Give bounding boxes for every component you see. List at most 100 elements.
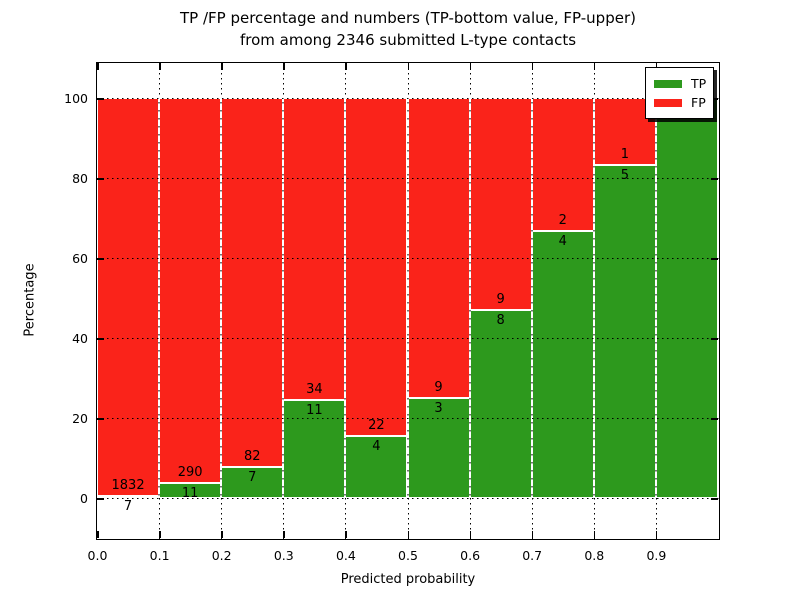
x-tick-mark bbox=[345, 531, 347, 538]
x-tick-label-0.6: 0.6 bbox=[460, 548, 481, 563]
x-tick-mark bbox=[97, 531, 99, 538]
x-tick-mark bbox=[345, 63, 347, 70]
x-tick-mark bbox=[593, 531, 596, 538]
y-tick-label-40: 40 bbox=[72, 330, 88, 346]
y-tick-mark bbox=[97, 258, 104, 260]
x-tick-label-0.7: 0.7 bbox=[522, 548, 543, 563]
x-tick-mark bbox=[221, 531, 223, 538]
y-tick-label-80: 80 bbox=[72, 170, 88, 186]
legend-entry-tp: TP bbox=[654, 74, 707, 93]
horizontal-gridline bbox=[97, 258, 719, 259]
x-tick-mark bbox=[593, 63, 596, 70]
y-tick-label-0: 0 bbox=[80, 490, 88, 506]
y-tick-mark bbox=[711, 338, 718, 340]
chart-title: TP /FP percentage and numbers (TP-bottom… bbox=[96, 8, 720, 52]
x-tick-mark bbox=[283, 63, 285, 70]
tp-count-label-7: 4 bbox=[558, 234, 567, 250]
bar-segment-fp-4 bbox=[345, 98, 408, 437]
bar-segment-fp-1 bbox=[159, 98, 222, 484]
fp-count-label-5: 9 bbox=[434, 380, 443, 395]
tp-count-label-0: 7 bbox=[123, 499, 133, 515]
y-tick-label-60: 60 bbox=[72, 250, 88, 266]
bar-segment-tp-8 bbox=[593, 164, 656, 498]
bar-segment-tp-3 bbox=[283, 400, 346, 498]
bar-separator bbox=[220, 98, 223, 498]
bar-segment-tp-4 bbox=[345, 436, 408, 498]
x-tick-mark bbox=[159, 63, 161, 70]
horizontal-gridline bbox=[97, 338, 719, 339]
fp-count-label-2: 82 bbox=[243, 448, 261, 464]
tp-count-label-3: 11 bbox=[306, 403, 323, 419]
bar-segment-fp-7 bbox=[531, 98, 594, 232]
tp-count-label-6: 8 bbox=[496, 312, 505, 328]
horizontal-gridline bbox=[97, 498, 719, 499]
x-tick-mark bbox=[283, 531, 285, 538]
fp-count-label-7: 2 bbox=[558, 213, 567, 229]
bar-segment-fp-5 bbox=[407, 98, 470, 398]
bar-segment-fp-6 bbox=[469, 98, 532, 310]
tp-count-label-2: 7 bbox=[248, 469, 257, 485]
y-tick-mark bbox=[97, 338, 104, 340]
x-tick-label-0.5: 0.5 bbox=[398, 548, 418, 563]
y-tick-label-20: 20 bbox=[72, 410, 88, 426]
tp-count-label-5: 3 bbox=[434, 401, 443, 416]
bar-segment-fp-0 bbox=[97, 98, 160, 497]
x-tick-label-0.4: 0.4 bbox=[335, 548, 356, 563]
x-tick-label-0.9: 0.9 bbox=[646, 548, 667, 563]
y-tick-mark bbox=[711, 178, 718, 180]
bar-separator bbox=[344, 98, 347, 498]
y-tick-mark bbox=[711, 418, 718, 420]
bar-separator bbox=[468, 98, 471, 498]
bar-separator bbox=[406, 98, 409, 498]
y-tick-mark bbox=[711, 98, 718, 100]
tp-legend-swatch bbox=[654, 79, 682, 88]
y-tick-mark bbox=[97, 498, 104, 500]
y-tick-mark bbox=[711, 498, 718, 500]
bar-separator bbox=[282, 98, 285, 498]
horizontal-gridline bbox=[97, 178, 719, 179]
bar-segment-fp-3 bbox=[283, 98, 346, 401]
x-tick-mark bbox=[221, 63, 223, 70]
x-tick-mark bbox=[97, 63, 99, 70]
x-tick-mark bbox=[407, 531, 409, 538]
fp-count-label-6: 9 bbox=[496, 291, 505, 307]
y-tick-label-100: 100 bbox=[64, 90, 88, 106]
bar-segment-tp-6 bbox=[469, 309, 532, 498]
chart-title-line1: TP /FP percentage and numbers (TP-bottom… bbox=[180, 9, 636, 27]
fp-count-label-4: 22 bbox=[368, 418, 385, 434]
y-tick-mark bbox=[97, 178, 104, 180]
legend: TP FP bbox=[645, 67, 714, 119]
bar-separator bbox=[592, 98, 595, 498]
chart-title-line2: from among 2346 submitted L-type contact… bbox=[239, 30, 577, 49]
y-tick-mark bbox=[97, 98, 104, 100]
x-tick-label-0.0: 0.0 bbox=[87, 548, 108, 563]
fp-count-label-1: 290 bbox=[177, 465, 203, 481]
x-tick-mark bbox=[159, 531, 161, 538]
y-tick-mark bbox=[97, 418, 104, 420]
fp-count-label-8: 1 bbox=[620, 146, 629, 162]
x-tick-mark bbox=[469, 531, 472, 538]
legend-entry-fp: FP bbox=[654, 93, 706, 112]
bar-separator bbox=[158, 98, 161, 498]
fp-count-label-0: 1832 bbox=[111, 478, 145, 494]
tp-count-label-8: 5 bbox=[620, 167, 629, 183]
x-tick-mark bbox=[531, 63, 534, 70]
tp-legend-label: TP bbox=[691, 76, 707, 91]
x-tick-label-0.8: 0.8 bbox=[584, 548, 605, 563]
x-tick-mark bbox=[469, 63, 472, 70]
tp-count-label-4: 4 bbox=[372, 439, 381, 455]
plot-area: 18327290118273411224939824155 bbox=[96, 62, 720, 540]
horizontal-gridline bbox=[97, 98, 719, 99]
bar-segment-tp-7 bbox=[531, 231, 594, 498]
y-tick-mark bbox=[711, 258, 718, 260]
x-tick-label-0.3: 0.3 bbox=[273, 548, 294, 563]
fp-legend-swatch bbox=[654, 98, 682, 107]
x-tick-mark bbox=[655, 531, 658, 538]
fp-legend-label: FP bbox=[691, 95, 706, 110]
bar-separator bbox=[654, 98, 657, 498]
bar-segment-tp-9 bbox=[655, 98, 718, 498]
tp-count-label-1: 11 bbox=[181, 486, 199, 502]
horizontal-gridline bbox=[97, 418, 719, 419]
x-tick-label-0.1: 0.1 bbox=[149, 548, 170, 563]
